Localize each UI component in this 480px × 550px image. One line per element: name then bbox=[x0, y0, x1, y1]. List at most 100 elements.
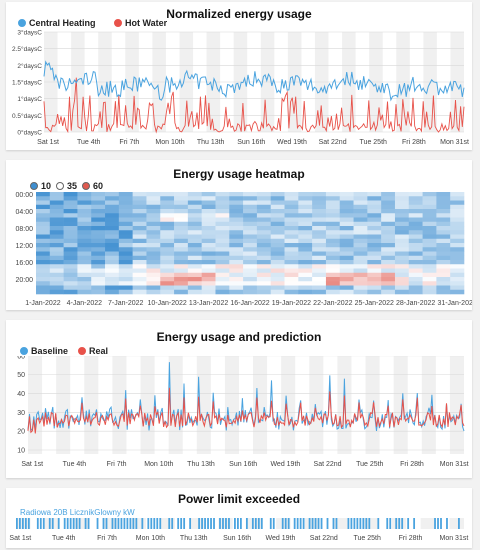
heatmap-cell bbox=[408, 221, 423, 227]
heatmap-cell bbox=[36, 234, 51, 240]
x-tick-label: Tue 25th bbox=[356, 461, 383, 468]
heatmap-cell bbox=[353, 192, 368, 197]
heatmap-cell bbox=[49, 238, 64, 244]
heatmap-cell bbox=[215, 234, 230, 240]
legend-central-heating[interactable]: Central Heating bbox=[18, 18, 96, 28]
heatmap-cell bbox=[77, 251, 92, 257]
exceed-bar bbox=[446, 518, 448, 529]
heatmap-cell bbox=[174, 255, 189, 261]
x-tick-label: Mon 10th bbox=[136, 535, 165, 542]
exceed-bar bbox=[269, 518, 272, 529]
heatmap-cell bbox=[105, 221, 120, 227]
exceed-bar bbox=[66, 518, 69, 529]
heatmap-cell bbox=[270, 255, 285, 261]
heatmap-cell bbox=[256, 213, 272, 218]
x-tick-label: Fri 28th bbox=[402, 139, 426, 146]
exceed-bar bbox=[296, 518, 299, 529]
heatmap-cell bbox=[49, 285, 64, 291]
heatmap-cell bbox=[256, 243, 272, 248]
legend-baseline[interactable]: Baseline bbox=[20, 346, 68, 356]
heatmap-cell bbox=[36, 196, 51, 201]
heatmap-cell bbox=[105, 238, 120, 244]
heatmap-cell bbox=[63, 238, 78, 244]
day-band bbox=[253, 356, 268, 454]
exceed-bar bbox=[75, 518, 78, 529]
y-tick-label: 60 bbox=[17, 356, 25, 360]
heatmap-cell bbox=[132, 217, 147, 223]
heatmap-cell bbox=[118, 217, 133, 223]
heatmap-cell bbox=[381, 230, 396, 235]
heatmap-cell bbox=[132, 277, 147, 282]
heatmap-cell bbox=[284, 221, 299, 227]
heatmap-cell bbox=[146, 289, 161, 295]
heatmap-cell bbox=[49, 247, 64, 252]
heatmap-cell bbox=[298, 234, 313, 240]
heatmap-cell bbox=[353, 213, 368, 218]
heatmap-cell bbox=[312, 196, 327, 201]
heatmap-cell bbox=[381, 268, 396, 274]
heatmap-cell bbox=[381, 289, 396, 295]
legend-low[interactable]: 10 bbox=[30, 181, 51, 191]
heatmap-cell bbox=[339, 196, 354, 201]
heatmap-cell bbox=[105, 281, 120, 286]
heatmap-cell bbox=[118, 234, 133, 240]
y-tick-label: 08:00 bbox=[15, 226, 33, 233]
legend-high[interactable]: 60 bbox=[82, 181, 103, 191]
heatmap-cell bbox=[215, 243, 230, 248]
heatmap-cell bbox=[187, 196, 202, 201]
exceed-bar bbox=[368, 518, 371, 529]
heatmap-cell bbox=[187, 209, 202, 214]
heatmap-cell bbox=[367, 209, 382, 214]
heatmap-cell bbox=[187, 234, 202, 240]
day-band bbox=[131, 518, 147, 529]
heatmap-cell bbox=[36, 238, 51, 244]
heatmap-cell bbox=[422, 264, 437, 269]
heatmap-cell bbox=[436, 268, 451, 274]
heatmap-cell bbox=[353, 209, 368, 214]
heatmap-cell bbox=[187, 281, 202, 286]
heatmap-cell bbox=[118, 277, 133, 282]
heatmap-cell bbox=[187, 251, 202, 257]
heatmap-cell bbox=[63, 251, 78, 257]
x-tick-label: Tue 25th bbox=[360, 139, 387, 146]
heatmap-cell bbox=[367, 221, 382, 227]
heatmap-cell bbox=[381, 209, 396, 214]
heatmap-cell bbox=[229, 264, 244, 269]
exceed-bar bbox=[293, 518, 296, 529]
heatmap-cell bbox=[132, 192, 147, 197]
x-tick-label: 25-Jan-2022 bbox=[355, 300, 394, 307]
heatmap-cell bbox=[174, 209, 189, 214]
heatmap-cell bbox=[270, 247, 285, 252]
legend-real[interactable]: Real bbox=[78, 346, 108, 356]
exceed-bar bbox=[48, 518, 51, 529]
heatmap-cell bbox=[422, 213, 437, 218]
heatmap-cell bbox=[132, 247, 147, 252]
heatmap-cell bbox=[436, 285, 451, 291]
heatmap-cell bbox=[381, 243, 396, 248]
heatmap-cell bbox=[36, 289, 51, 295]
exceed-bar bbox=[141, 518, 144, 529]
exceed-bar bbox=[281, 518, 284, 529]
x-tick-label: Tue 4th bbox=[77, 139, 101, 146]
heatmap-cell bbox=[118, 200, 133, 206]
heatmap-cell bbox=[353, 247, 368, 252]
heatmap-cell bbox=[105, 213, 120, 218]
heatmap-cell bbox=[284, 281, 299, 286]
legend-hot-water[interactable]: Hot Water bbox=[114, 18, 167, 28]
heatmap-cell bbox=[77, 196, 92, 201]
heatmap-cell bbox=[270, 277, 285, 282]
chart-title: Energy usage heatmap bbox=[173, 167, 305, 181]
heatmap-cell bbox=[394, 277, 410, 282]
heatmap-cell bbox=[325, 217, 341, 223]
heatmap-cell bbox=[284, 230, 299, 235]
heatmap-cell bbox=[146, 213, 161, 218]
heatmap-cell bbox=[339, 272, 354, 278]
heatmap-cell bbox=[256, 281, 272, 286]
heatmap-cell bbox=[63, 213, 78, 218]
day-band bbox=[196, 356, 211, 454]
y-tick-label: 04:00 bbox=[15, 209, 33, 216]
heatmap-cell bbox=[36, 204, 51, 210]
legend-mid[interactable]: 35 bbox=[56, 181, 77, 191]
power-limit-panel: Power limit exceeded Radiowa 20B Licznik… bbox=[6, 488, 472, 548]
heatmap-cell bbox=[270, 213, 285, 218]
